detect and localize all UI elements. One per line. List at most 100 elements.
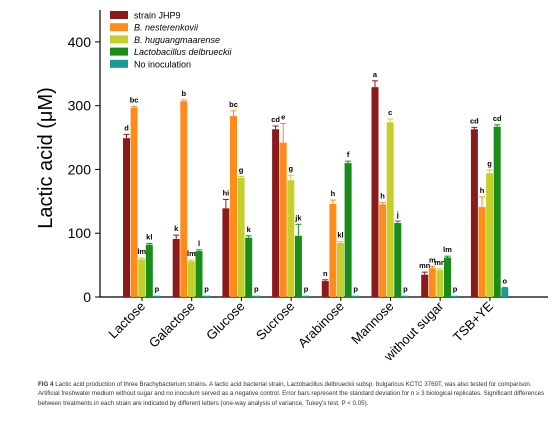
y-tick-label: 0 [83,289,91,305]
bar [371,87,379,297]
significance-letter: g [289,164,294,173]
bar [470,129,478,297]
bar [222,208,230,297]
significance-letter: k [174,224,179,233]
significance-letter: k [247,225,252,234]
bar [344,163,352,297]
bar [279,142,287,297]
bar [138,259,146,297]
significance-letter: o [503,276,508,285]
legend-label: B. huguangmaarense [134,35,220,45]
significance-letter: p [353,285,358,294]
significance-letter: p [403,285,408,294]
significance-letter: kl [337,231,343,240]
x-tick-label: Arabinose [295,299,347,351]
bar [486,173,494,297]
y-tick-label: 300 [68,98,92,114]
bar [245,237,253,297]
bar [252,295,260,297]
legend-label: strain JHP9 [134,11,181,21]
bar [337,242,344,297]
legend-swatch [110,59,128,68]
caption-label: FIG 4 [38,381,54,388]
bar [501,288,509,297]
x-tick-label: Lactose [105,299,148,342]
bar [145,244,153,297]
significance-letter: m [429,255,436,264]
bar [329,203,337,297]
significance-letter: n [323,269,328,278]
bar [237,177,245,297]
significance-letter: cd [493,114,502,123]
x-tick-label: Glucose [203,299,247,343]
y-tick-label: 200 [68,161,92,177]
significance-letter: h [331,189,336,198]
legend-label: B. nesterenkovii [134,23,199,33]
significance-letter: p [304,285,309,294]
bar [436,270,444,297]
significance-letter: mn [419,261,431,270]
bar [394,223,402,297]
bar [386,122,394,297]
bar [302,295,310,297]
bar [203,295,211,297]
bars: d k hi cd n a mn cd bc b bc e h h m h lm lm g g kl c mn g kl l k jk… [123,70,509,297]
legend-swatch [110,35,128,44]
x-tick-label: Sucrose [253,299,297,343]
legend-swatch [110,47,128,56]
bar [187,261,195,297]
bar [428,268,436,297]
x-tick-label: Galactose [146,299,198,351]
significance-letter: d [124,123,129,132]
x-tick-label: Mannose [348,299,396,347]
x-tick-label: TSB+YE [450,298,496,344]
significance-letter: bc [229,100,238,109]
bar [401,295,409,297]
significance-letter: a [373,70,378,79]
legend-swatch [110,11,128,19]
bar [153,295,161,297]
significance-letter: g [239,165,244,174]
bar [195,251,203,297]
significance-letter: j [396,210,399,219]
significance-letter: cd [470,116,479,125]
significance-letter: g [487,159,492,168]
significance-letter: lm [443,245,452,254]
bar [130,107,138,297]
bar [294,235,302,297]
significance-letter: bc [130,95,139,104]
significance-letter: hi [223,188,230,197]
bar [444,257,451,297]
legend-label: Lactobacillus delbrueckii [134,47,233,57]
bar [180,101,188,297]
significance-letter: lm [187,249,196,258]
y-axis-label: Lactic acid (μM) [35,87,57,229]
bar [493,126,501,297]
legend-label: No inoculation [134,59,191,69]
figure-caption: FIG 4 Lactic acid production of three Br… [38,380,548,408]
bar [451,295,459,297]
significance-letter: e [281,113,285,122]
legend-swatch [110,23,128,32]
bar [421,274,429,297]
significance-letter: p [254,285,259,294]
y-tick-label: 100 [68,225,92,241]
significance-letter: p [155,285,160,294]
significance-letter: lm [137,247,146,256]
caption-text: Lactic acid production of three Brachyba… [38,381,545,407]
significance-letter: jk [294,213,302,222]
legend: strain JHP9 B. nesterenkovii B. huguangmaa… [110,11,233,69]
y-tick-label: 400 [68,34,92,50]
bar [478,207,486,297]
bar [123,138,130,297]
significance-letter: kl [146,232,152,241]
significance-letter: c [388,108,392,117]
bar [352,295,360,297]
significance-letter: h [380,192,385,201]
significance-letter: l [198,239,200,248]
significance-letter: cd [271,115,280,124]
bar [172,238,180,297]
bar [321,281,329,297]
bar [272,129,280,297]
